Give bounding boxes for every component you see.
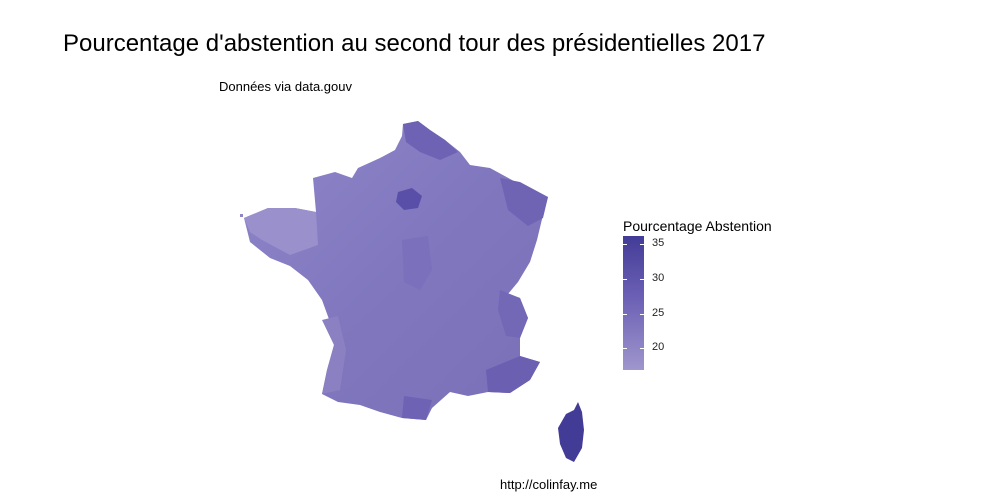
brittany-island [240, 214, 243, 217]
region-paca [486, 356, 540, 393]
legend-tick-label: 30 [652, 272, 665, 284]
legend-tick-label: 35 [652, 237, 665, 249]
region-paris [396, 188, 422, 210]
region-centre [402, 236, 432, 290]
legend-tick: 30 [623, 272, 665, 286]
legend: Pourcentage Abstention 35 30 25 20 [623, 218, 843, 370]
mainland-france [244, 121, 548, 420]
region-aquitaine [322, 316, 346, 394]
legend-tick: 35 [623, 237, 665, 251]
legend-color-bar [623, 236, 644, 370]
chart-title: Pourcentage d'abstention au second tour … [63, 30, 766, 57]
region-alpes [498, 290, 528, 338]
legend-title: Pourcentage Abstention [623, 218, 772, 234]
region-pyrenees-orientales [402, 396, 432, 420]
legend-tick: 20 [623, 341, 665, 355]
chart-subtitle: Données via data.gouv [219, 79, 352, 94]
corsica [558, 402, 584, 462]
legend-tick-label: 20 [652, 341, 665, 353]
region-nord [403, 121, 458, 160]
region-bretagne [244, 208, 318, 255]
legend-tick: 25 [623, 307, 665, 321]
legend-tick-label: 25 [652, 307, 665, 319]
region-alsace-lorraine [500, 178, 548, 226]
chart-caption: http://colinfay.me [500, 477, 598, 492]
